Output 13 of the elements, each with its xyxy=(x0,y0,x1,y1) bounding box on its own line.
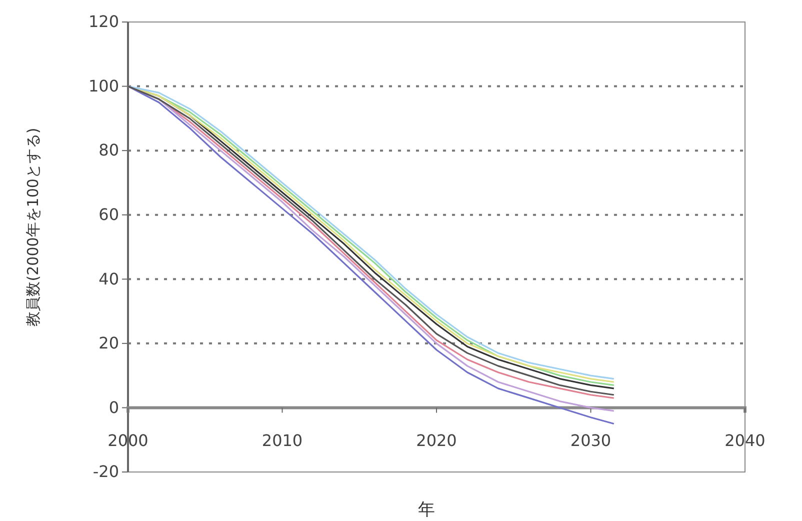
x-tick-label: 2010 xyxy=(262,431,303,450)
x-tick-label: 2030 xyxy=(570,431,612,450)
y-tick-label: 60 xyxy=(98,204,119,224)
y-tick-label: 80 xyxy=(98,140,119,160)
y-tick-label: 120 xyxy=(88,12,119,32)
y-tick-label: 0 xyxy=(108,398,119,417)
x-tick-label: 2020 xyxy=(416,431,457,450)
y-tick-label: 20 xyxy=(98,334,119,353)
x-axis-title: 年 xyxy=(418,500,435,520)
y-tick-label: -20 xyxy=(92,462,119,482)
y-tick-label: 100 xyxy=(88,76,119,96)
y-tick-label: 40 xyxy=(98,269,119,288)
y-axis-title: 教員数(2000年を100とする) xyxy=(24,128,42,326)
